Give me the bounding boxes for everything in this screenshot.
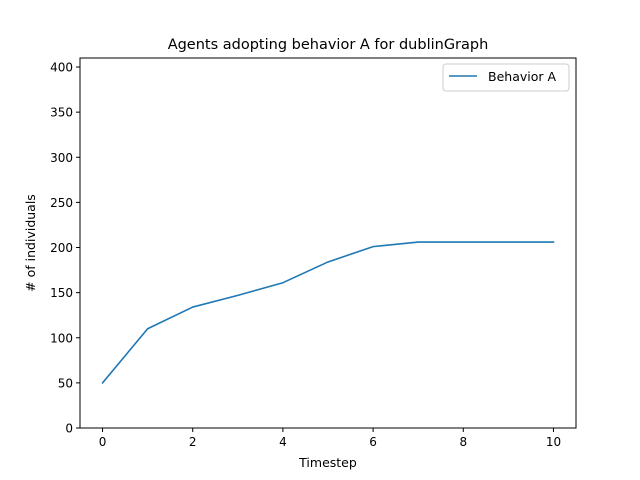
y-tick-label: 200	[50, 241, 73, 255]
y-tick-label: 100	[50, 331, 73, 345]
x-tick-label: 0	[99, 435, 107, 449]
series-layer	[101, 241, 555, 385]
x-tick-label: 10	[546, 435, 561, 449]
x-tick-label: 2	[189, 435, 197, 449]
legend-label-behavior-a: Behavior A	[488, 69, 556, 84]
plot-frame	[79, 57, 577, 429]
x-tick-label: 4	[279, 435, 287, 449]
y-tick-label: 300	[50, 151, 73, 165]
x-tick-label: 8	[459, 435, 467, 449]
chart-title: Agents adopting behavior A for dublinGra…	[168, 37, 489, 53]
y-tick-label: 400	[50, 61, 73, 75]
y-tick-label: 250	[50, 196, 73, 210]
y-tick-label: 350	[50, 106, 73, 120]
series-line-behavior-a	[101, 241, 555, 385]
y-axis-label: # of individuals	[23, 194, 38, 292]
x-axis-label: Timestep	[298, 455, 357, 470]
y-tick-label: 50	[58, 376, 73, 390]
y-tick-label: 0	[65, 422, 73, 436]
y-tick-label: 150	[50, 286, 73, 300]
x-tick-label: 6	[369, 435, 377, 449]
legend: Behavior A	[442, 63, 570, 92]
legend-box	[442, 63, 570, 92]
